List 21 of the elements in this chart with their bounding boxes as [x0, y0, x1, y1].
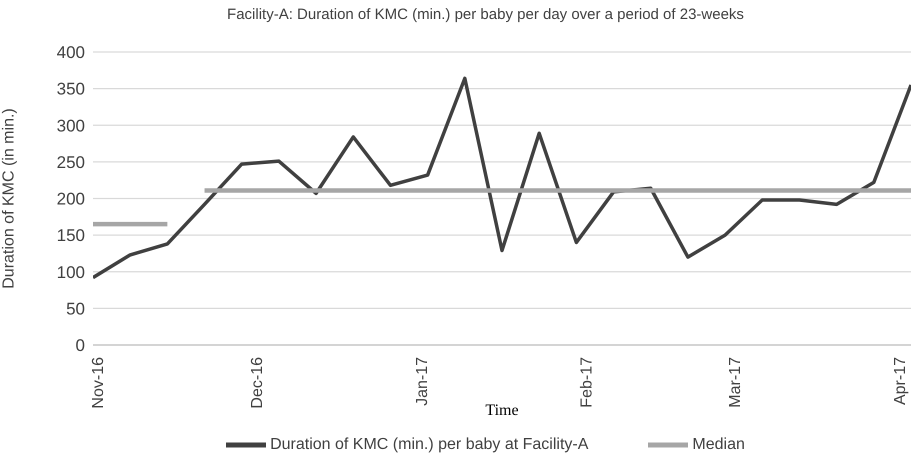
x-tick-label: Nov-16 — [90, 356, 107, 409]
y-tick-label: 0 — [76, 336, 85, 356]
x-tick-label: Dec-16 — [249, 356, 266, 409]
y-tick-label: 200 — [56, 190, 85, 209]
x-axis-title: Time — [485, 402, 519, 419]
line-series — [93, 76, 911, 280]
y-tick-label: 350 — [56, 80, 85, 99]
chart-title: Facility-A: Duration of KMC (min.) per baby per day over a period of 23-weeks — [226, 6, 745, 23]
y-tick-label: 150 — [56, 226, 85, 246]
y-tick-label: 250 — [56, 152, 85, 172]
legend-label: Median — [692, 436, 745, 454]
x-tick-label: Apr-17 — [892, 356, 909, 406]
y-tick-label: 400 — [56, 43, 85, 62]
y-axis-title: Duration of KMC (in min.) — [0, 108, 18, 289]
x-tick-label: Jan-17 — [414, 356, 431, 406]
legend-label: Duration of KMC (min.) per baby at Facility-A — [270, 436, 588, 454]
x-tick-label: Feb-17 — [578, 356, 596, 408]
x-tick-label: Mar-17 — [727, 356, 744, 408]
y-tick-label: 100 — [56, 262, 85, 282]
y-tick-label: 300 — [56, 116, 85, 136]
y-tick-label: 50 — [66, 299, 85, 318]
